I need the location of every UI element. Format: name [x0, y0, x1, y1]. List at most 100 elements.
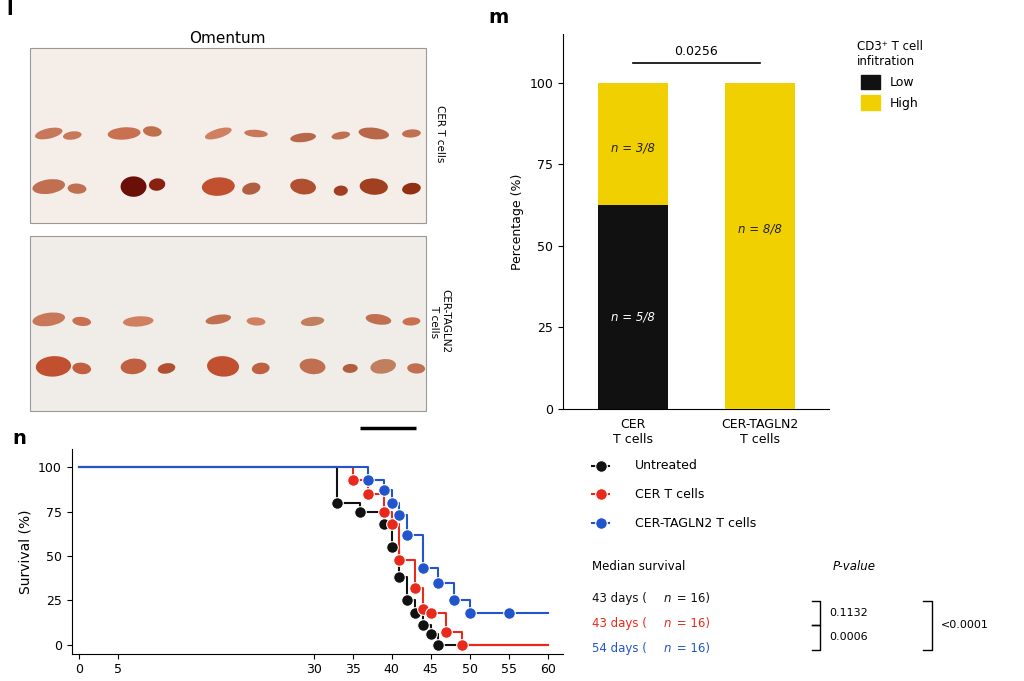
- Ellipse shape: [33, 179, 66, 194]
- Ellipse shape: [290, 133, 316, 142]
- Ellipse shape: [68, 183, 86, 194]
- Point: [376, 485, 392, 496]
- Bar: [598, 205, 668, 409]
- Ellipse shape: [206, 315, 231, 324]
- Point: [407, 582, 423, 593]
- Point: [454, 639, 470, 650]
- Ellipse shape: [301, 317, 325, 326]
- Point: [438, 627, 455, 638]
- Text: = 16): = 16): [673, 592, 710, 605]
- Point: [383, 541, 399, 552]
- Ellipse shape: [148, 178, 165, 191]
- Text: CER-TAGLN2
T cells: CER-TAGLN2 T cells: [429, 289, 451, 353]
- Text: CER T cells: CER T cells: [635, 488, 705, 501]
- Text: 54 days (: 54 days (: [592, 642, 647, 654]
- Text: n: n: [664, 617, 671, 630]
- Ellipse shape: [73, 317, 91, 326]
- Text: Median survival: Median survival: [592, 560, 686, 573]
- Point: [376, 519, 392, 530]
- Ellipse shape: [252, 362, 269, 375]
- Ellipse shape: [300, 358, 326, 375]
- Text: CER-TAGLN2 T cells: CER-TAGLN2 T cells: [635, 516, 757, 530]
- Ellipse shape: [334, 185, 348, 196]
- Point: [445, 595, 462, 606]
- Text: 0.0256: 0.0256: [675, 46, 718, 59]
- Bar: [598, 83, 668, 205]
- Text: CER T cells: CER T cells: [435, 105, 444, 162]
- Ellipse shape: [358, 127, 389, 140]
- Text: Omentum: Omentum: [189, 31, 266, 46]
- Text: m: m: [488, 8, 509, 27]
- Text: = 16): = 16): [673, 617, 710, 630]
- Text: n: n: [12, 429, 27, 448]
- Ellipse shape: [33, 313, 66, 326]
- Ellipse shape: [242, 183, 260, 195]
- Ellipse shape: [202, 177, 234, 196]
- Point: [360, 488, 377, 499]
- Bar: [725, 83, 795, 409]
- Ellipse shape: [402, 129, 421, 138]
- Text: n: n: [664, 642, 671, 654]
- Point: [415, 620, 431, 631]
- Point: [501, 607, 517, 618]
- Bar: [30, 48, 426, 223]
- Ellipse shape: [36, 356, 71, 377]
- Point: [415, 604, 431, 615]
- Point: [344, 474, 360, 485]
- Text: 43 days (: 43 days (: [592, 617, 647, 630]
- Y-axis label: Percentage (%): Percentage (%): [511, 173, 524, 270]
- Point: [430, 639, 446, 650]
- Text: P-value: P-value: [834, 560, 877, 573]
- Y-axis label: Survival (%): Survival (%): [18, 509, 33, 594]
- Point: [593, 489, 609, 500]
- Point: [391, 572, 408, 583]
- Legend: Low, High: Low, High: [857, 40, 923, 110]
- Point: [593, 460, 609, 471]
- Ellipse shape: [247, 317, 265, 326]
- Point: [360, 474, 377, 485]
- Ellipse shape: [207, 356, 239, 377]
- Point: [415, 563, 431, 574]
- Point: [399, 595, 416, 606]
- Text: l: l: [6, 0, 13, 19]
- Text: 43 days (: 43 days (: [592, 592, 647, 605]
- Ellipse shape: [402, 317, 421, 326]
- Point: [399, 529, 416, 540]
- Point: [391, 554, 408, 565]
- Ellipse shape: [402, 183, 421, 195]
- Text: <0.0001: <0.0001: [941, 620, 988, 630]
- Point: [383, 519, 399, 530]
- Ellipse shape: [63, 131, 82, 140]
- Point: [376, 506, 392, 517]
- Ellipse shape: [123, 316, 154, 327]
- Point: [422, 607, 438, 618]
- Ellipse shape: [143, 126, 162, 137]
- Point: [462, 607, 478, 618]
- Point: [430, 577, 446, 588]
- Ellipse shape: [121, 176, 146, 197]
- Ellipse shape: [359, 178, 388, 195]
- Ellipse shape: [245, 129, 267, 138]
- Point: [407, 607, 423, 618]
- Text: Untreated: Untreated: [635, 459, 698, 473]
- Ellipse shape: [366, 314, 391, 325]
- Text: 0.0006: 0.0006: [828, 633, 867, 642]
- Text: n = 8/8: n = 8/8: [737, 223, 781, 236]
- Point: [422, 629, 438, 639]
- Ellipse shape: [35, 127, 62, 140]
- Point: [391, 510, 408, 521]
- Ellipse shape: [290, 178, 316, 195]
- Ellipse shape: [121, 358, 146, 375]
- Point: [383, 497, 399, 508]
- Bar: [30, 236, 426, 411]
- Ellipse shape: [73, 362, 91, 375]
- Ellipse shape: [158, 363, 175, 374]
- Ellipse shape: [343, 364, 357, 373]
- Point: [593, 518, 609, 528]
- Text: n: n: [664, 592, 671, 605]
- Text: = 16): = 16): [673, 642, 710, 654]
- Point: [329, 497, 345, 508]
- Text: n = 3/8: n = 3/8: [611, 142, 655, 155]
- Ellipse shape: [332, 131, 350, 140]
- Text: n = 5/8: n = 5/8: [611, 311, 655, 324]
